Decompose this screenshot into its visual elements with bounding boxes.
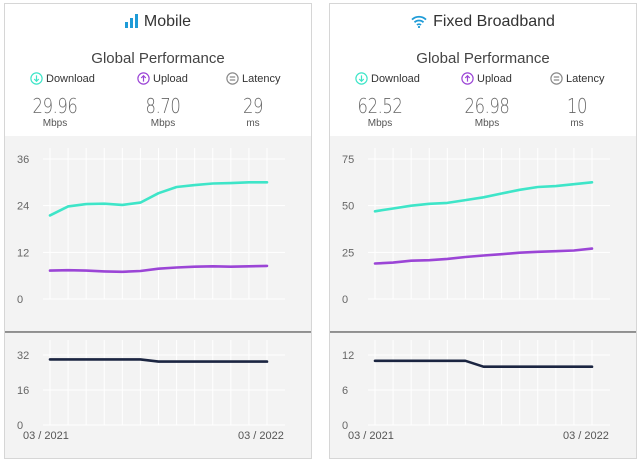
- upload-arrow-icon: [461, 72, 474, 88]
- download-arrow-icon: [30, 72, 43, 88]
- latency-y-tick-label: 0: [342, 420, 348, 432]
- download-metric: Download 62.52 Mbps: [355, 72, 445, 129]
- latency-label: Latency: [566, 73, 605, 85]
- signal-bars-icon: [124, 14, 138, 33]
- download-arrow-icon: [355, 72, 368, 88]
- panel-title: Fixed Broadband: [330, 13, 636, 33]
- upload-series-line: [48, 264, 269, 274]
- latency-label: Latency: [242, 73, 281, 85]
- latency-y-tick-label: 32: [17, 350, 29, 362]
- speed-y-tick-label: 25: [342, 247, 354, 259]
- speed-y-tick-label: 0: [17, 294, 23, 306]
- upload-label: Upload: [477, 73, 512, 85]
- latency-gauge-icon: [550, 72, 563, 88]
- speed-y-tick-label: 12: [17, 247, 29, 259]
- latency-y-tick-label: 0: [17, 420, 23, 432]
- upload-metric: Upload 8.70 Mbps: [137, 72, 227, 129]
- latency-value: 10: [566, 94, 588, 118]
- upload-arrow-icon: [137, 72, 150, 88]
- panel-title-text: Fixed Broadband: [433, 13, 555, 30]
- latency-series-line: [373, 359, 594, 368]
- upload-value: 8.70: [145, 94, 181, 118]
- mobile-panel: Mobile Global Performance Download 29.96…: [4, 3, 312, 459]
- panel-subtitle: Global Performance: [91, 50, 225, 67]
- panel-subtitle: Global Performance: [416, 50, 550, 67]
- latency-metric: Latency 10 ms: [550, 72, 636, 129]
- x-start-date: 03 / 2021: [23, 430, 69, 442]
- latency-y-tick-label: 16: [17, 385, 29, 397]
- fixed-broadband-panel: Fixed Broadband Global Performance Downl…: [329, 3, 637, 459]
- upload-unit: Mbps: [150, 118, 176, 129]
- download-metric: Download 29.96 Mbps: [30, 72, 120, 129]
- download-series-line: [373, 180, 594, 213]
- mobile-chart: 0 12 24 36 0 16 32: [5, 136, 311, 458]
- download-unit: Mbps: [367, 118, 393, 129]
- upload-label: Upload: [153, 73, 188, 85]
- speed-y-tick-label: 24: [17, 201, 29, 213]
- download-label: Download: [371, 73, 420, 85]
- latency-series-line: [48, 358, 269, 363]
- panel-header: Fixed Broadband Global Performance Downl…: [330, 4, 636, 136]
- upload-unit: Mbps: [474, 118, 500, 129]
- download-unit: Mbps: [42, 118, 68, 129]
- upload-series-line: [373, 247, 594, 265]
- latency-gauge-icon: [226, 72, 239, 88]
- latency-y-tick-label: 12: [342, 350, 354, 362]
- latency-y-tick-label: 6: [342, 385, 348, 397]
- fixed-broadband-chart: 0 25 50 75 0 6 12: [330, 136, 636, 458]
- x-end-date: 03 / 2022: [238, 430, 284, 442]
- download-value: 62.52: [357, 94, 403, 118]
- x-start-date: 03 / 2021: [348, 430, 394, 442]
- latency-unit: ms: [570, 118, 584, 129]
- download-label: Download: [46, 73, 95, 85]
- panel-title-text: Mobile: [143, 13, 192, 30]
- latency-metric: Latency 29 ms: [226, 72, 311, 129]
- speed-y-tick-label: 36: [17, 154, 29, 166]
- panel-header: Mobile Global Performance Download 29.96…: [5, 4, 311, 136]
- wifi-icon: [411, 15, 427, 33]
- download-value: 29.96: [32, 94, 78, 118]
- speed-y-tick-label: 0: [342, 294, 348, 306]
- download-series-line: [48, 180, 269, 217]
- panel-title: Mobile: [5, 13, 311, 33]
- speed-y-tick-label: 50: [342, 201, 354, 213]
- x-end-date: 03 / 2022: [563, 430, 609, 442]
- speed-y-tick-label: 75: [342, 154, 354, 166]
- latency-value: 29: [242, 94, 264, 118]
- upload-metric: Upload 26.98 Mbps: [461, 72, 551, 129]
- upload-value: 26.98: [464, 94, 510, 118]
- latency-unit: ms: [246, 118, 260, 129]
